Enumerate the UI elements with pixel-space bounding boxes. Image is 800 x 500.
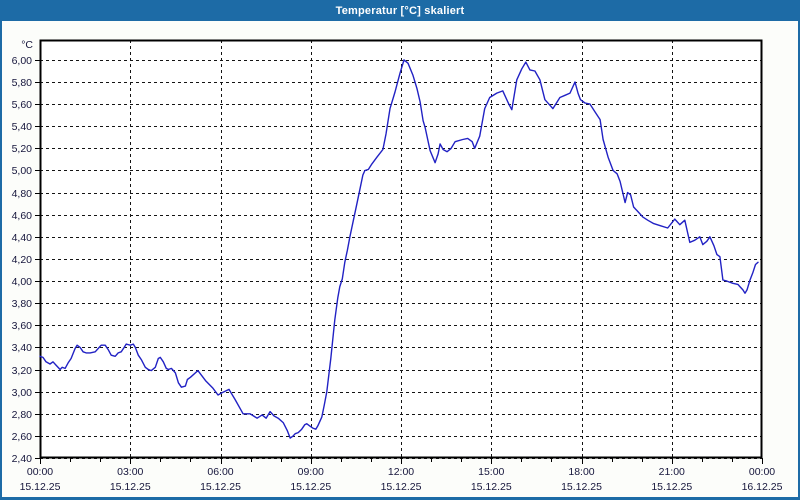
y-tick-label: 5,00 bbox=[12, 165, 33, 177]
x-tick-date-label: 15.12.25 bbox=[200, 481, 241, 493]
x-tick-time-label: 00:00 bbox=[27, 466, 53, 478]
y-tick-label: 3,20 bbox=[12, 365, 33, 377]
y-tick-label: 3,00 bbox=[12, 387, 33, 399]
x-tick-date-label: 15.12.25 bbox=[20, 481, 61, 493]
x-tick-time-label: 06:00 bbox=[207, 466, 233, 478]
y-tick-label: 2,60 bbox=[12, 431, 33, 443]
y-tick-label: 2,80 bbox=[12, 409, 33, 421]
y-tick-label: 3,60 bbox=[12, 320, 33, 332]
x-tick-time-label: 09:00 bbox=[298, 466, 324, 478]
x-tick-date-label: 15.12.25 bbox=[110, 481, 151, 493]
y-tick-label: 4,00 bbox=[12, 276, 33, 288]
x-tick-time-label: 15:00 bbox=[478, 466, 504, 478]
y-axis-unit-label: °C bbox=[21, 39, 33, 51]
y-tick-label: 4,60 bbox=[12, 210, 33, 222]
y-tick-label: 3,80 bbox=[12, 298, 33, 310]
window-titlebar: Temperatur [°C] skaliert bbox=[0, 0, 800, 21]
x-tick-date-label: 15.12.25 bbox=[651, 481, 692, 493]
y-tick-label: 4,20 bbox=[12, 254, 33, 266]
x-tick-time-label: 21:00 bbox=[659, 466, 685, 478]
x-tick-date-label: 15.12.25 bbox=[471, 481, 512, 493]
y-tick-label: 5,40 bbox=[12, 121, 33, 133]
x-tick-time-label: 00:00 bbox=[749, 466, 775, 478]
window-title: Temperatur [°C] skaliert bbox=[335, 4, 465, 17]
y-tick-label: 2,40 bbox=[12, 453, 33, 465]
y-tick-label: 5,80 bbox=[12, 77, 33, 89]
y-tick-label: 3,40 bbox=[12, 342, 33, 354]
x-tick-date-label: 15.12.25 bbox=[561, 481, 602, 493]
y-tick-label: 5,20 bbox=[12, 143, 33, 155]
y-tick-label: 6,00 bbox=[12, 55, 33, 67]
y-tick-label: 4,80 bbox=[12, 188, 33, 200]
plot-border bbox=[39, 39, 763, 459]
x-tick-date-label: 15.12.25 bbox=[290, 481, 331, 493]
x-tick-time-label: 18:00 bbox=[568, 466, 594, 478]
x-tick-time-label: 12:00 bbox=[388, 466, 414, 478]
x-tick-date-label: 15.12.25 bbox=[381, 481, 422, 493]
x-tick-time-label: 03:00 bbox=[117, 466, 143, 478]
temperature-line bbox=[39, 59, 759, 439]
y-tick-label: 4,40 bbox=[12, 232, 33, 244]
y-tick-label: 5,60 bbox=[12, 99, 33, 111]
x-tick-date-label: 16.12.25 bbox=[742, 481, 783, 493]
